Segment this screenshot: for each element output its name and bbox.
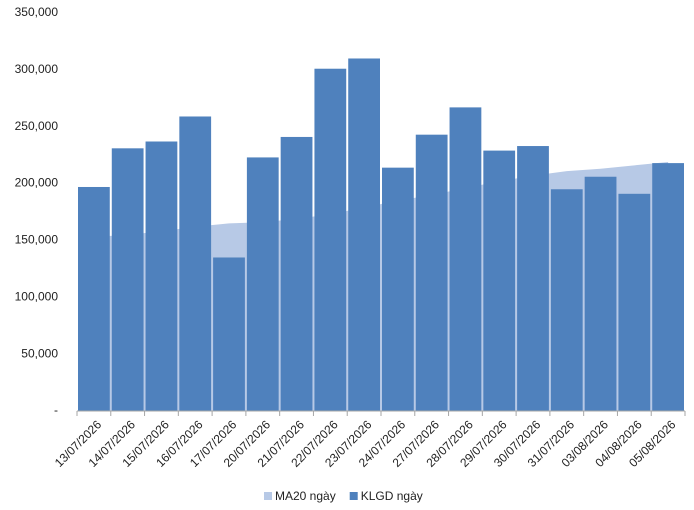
bar [314,68,347,411]
bar [584,176,617,411]
bar [179,116,212,411]
y-tick-label: 300,000 [15,62,59,76]
bar [415,134,448,411]
y-tick-label: 50,000 [21,346,58,360]
legend-label: KLGD ngày [361,489,423,503]
bar [78,186,110,411]
bar [449,107,482,411]
bar [246,157,279,411]
bar [280,136,313,411]
bar [382,167,414,411]
y-tick-label: 200,000 [15,176,59,190]
bar [652,163,684,411]
bar [111,148,144,411]
legend-swatch [264,492,272,500]
legend-label: MA20 ngày [275,489,336,503]
bar [213,257,245,411]
bar [550,189,583,411]
bar [145,141,178,412]
bar [348,58,380,411]
y-tick-label: 150,000 [15,233,59,247]
y-tick-label: - [54,403,58,417]
bar [618,193,651,411]
bar [483,150,516,411]
y-tick-label: 100,000 [15,289,59,303]
y-tick-label: 250,000 [15,119,59,133]
y-tick-label: 350,000 [15,5,59,19]
bar [517,146,549,411]
legend-swatch [349,492,358,500]
